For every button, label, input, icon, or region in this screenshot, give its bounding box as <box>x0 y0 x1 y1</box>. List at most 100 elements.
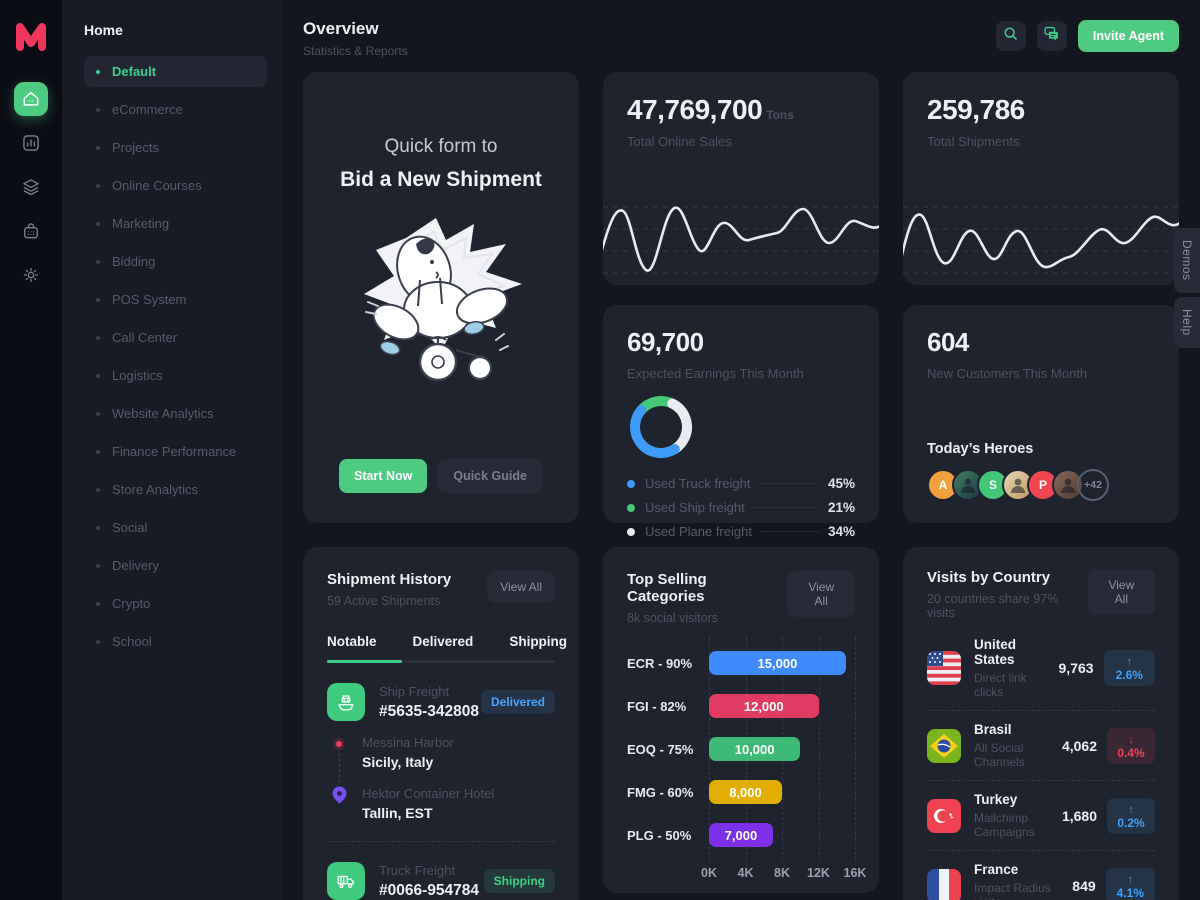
country-row[interactable]: France Impact Radius visits 849 ↑ 4.1% <box>927 850 1155 900</box>
bar[interactable]: 12,000 <box>709 694 819 718</box>
sidebar-item-store-analytics[interactable]: Store Analytics <box>84 474 267 505</box>
legend-dot-icon <box>627 503 635 512</box>
sidebar-item-logistics[interactable]: Logistics <box>84 360 267 391</box>
bullet-icon <box>96 639 100 644</box>
heroes-title: Today’s Heroes <box>927 441 1034 457</box>
history-subtitle: 59 Active Shipments <box>327 594 441 608</box>
bullet-icon <box>96 525 100 530</box>
tab-notable[interactable]: Notable <box>327 634 377 649</box>
top-categories-card: Top Selling Categories 8k social visitor… <box>603 547 879 893</box>
sidebar-item-default[interactable]: Default <box>84 56 267 87</box>
page-title: Overview <box>303 18 379 38</box>
history-view-all-button[interactable]: View All <box>487 571 555 603</box>
bullet-icon <box>96 487 100 492</box>
change-badge: ↑ 4.1% <box>1105 867 1155 900</box>
br-flag-icon <box>927 728 961 763</box>
bar[interactable]: 15,000 <box>709 651 846 675</box>
rail-shop-icon[interactable] <box>14 214 48 248</box>
bar-axis: 0K 4K 8K 12K 16K <box>701 866 866 882</box>
arrow-down-icon: ↓ <box>1128 733 1134 746</box>
change-badge: ↓ 0.4% <box>1107 727 1155 764</box>
bullet-icon <box>96 221 100 226</box>
active-tab-indicator <box>327 660 403 663</box>
sidebar-item-delivery[interactable]: Delivery <box>84 550 267 581</box>
sidebar-item-projects[interactable]: Projects <box>84 132 267 163</box>
rail-analytics-icon[interactable] <box>14 126 48 160</box>
bid-illustration <box>346 210 536 395</box>
shipments-label: Total Shipments <box>927 134 1020 149</box>
tab-delivered[interactable]: Delivered <box>412 634 474 649</box>
history-tabs: Notable Delivered Shipping <box>327 634 567 649</box>
categories-view-all-button[interactable]: View All <box>787 571 855 617</box>
invite-agent-button[interactable]: Invite Agent <box>1077 20 1179 52</box>
sidebar-item-crypto[interactable]: Crypto <box>84 588 267 619</box>
sidebar-item-finance-performance[interactable]: Finance Performance <box>84 436 267 467</box>
tr-flag-icon <box>927 798 961 833</box>
sidebar-item-ecommerce[interactable]: eCommerce <box>84 94 267 125</box>
demos-edge-tab[interactable]: Demos <box>1174 228 1200 293</box>
quick-guide-button[interactable]: Quick Guide <box>437 459 543 493</box>
sidebar-item-social[interactable]: Social <box>84 512 267 543</box>
shipments-sparkline <box>903 206 1179 274</box>
bar-row: FGI - 82% 12,000 <box>627 694 855 718</box>
sidebar-item-website-analytics[interactable]: Website Analytics <box>84 398 267 429</box>
categories-subtitle: 8k social visitors <box>627 611 718 625</box>
help-edge-tab[interactable]: Help <box>1174 297 1200 348</box>
history-title: Shipment History <box>327 571 452 588</box>
chat-button[interactable] <box>1036 21 1067 51</box>
country-row[interactable]: Brasil All Social Channels 4,062 ↓ 0.4% <box>927 710 1155 780</box>
country-row[interactable]: United States Direct link clicks 9,763 ↑… <box>927 626 1155 710</box>
page-subtitle: Statistics & Reports <box>303 43 408 58</box>
sidebar-item-bidding[interactable]: Bidding <box>84 246 267 277</box>
visits-view-all-button[interactable]: View All <box>1087 569 1155 615</box>
hero-avatar[interactable] <box>1052 469 1084 501</box>
bid-shipment-card: Quick form to Bid a New Shipment <box>303 72 579 523</box>
tab-track <box>327 660 555 663</box>
start-now-button[interactable]: Start Now <box>339 459 428 493</box>
fr-flag-icon <box>927 868 961 900</box>
bullet-icon <box>96 183 100 188</box>
bar-row: ECR - 90% 15,000 <box>627 651 855 675</box>
status-badge: Shipping <box>483 869 555 893</box>
shipment-entry[interactable]: Truck Freight #0066-954784 Shipping <box>327 862 555 900</box>
sidebar-item-call-center[interactable]: Call Center <box>84 322 267 353</box>
customers-value: 604 <box>927 327 969 357</box>
route-stop: Hektor Container Hotel Tallin, EST <box>332 786 555 837</box>
bullet-icon <box>96 297 100 302</box>
brand-logo-icon[interactable] <box>13 16 49 56</box>
categories-title: Top Selling Categories <box>627 571 707 605</box>
bullet-icon <box>96 411 100 416</box>
bar-row: PLG - 50% 7,000 <box>627 823 855 847</box>
axis-tick: 0K <box>701 866 717 880</box>
bullet-icon <box>96 335 100 340</box>
search-icon <box>1002 25 1019 47</box>
sidebar-item-school[interactable]: School <box>84 626 267 657</box>
axis-tick: 12K <box>807 866 830 880</box>
hero-avatar-more[interactable]: +42 <box>1077 469 1109 501</box>
bid-line2: Bid a New Shipment <box>340 168 542 191</box>
bar[interactable]: 7,000 <box>709 823 773 847</box>
sales-value: 47,769,700 <box>627 94 763 125</box>
sidebar-item-online-courses[interactable]: Online Courses <box>84 170 267 201</box>
rail-layers-icon[interactable] <box>14 170 48 204</box>
bullet-icon <box>96 373 100 378</box>
customers-label: New Customers This Month <box>927 366 1088 381</box>
tab-shipping[interactable]: Shipping <box>509 634 568 649</box>
axis-tick: 16K <box>843 866 867 880</box>
sidebar-item-marketing[interactable]: Marketing <box>84 208 267 239</box>
shipments-value: 259,786 <box>927 94 1025 125</box>
route-stop: Messina Harbor Sicily, Italy <box>332 735 555 786</box>
bar[interactable]: 8,000 <box>709 780 782 804</box>
rail-home-icon[interactable] <box>14 82 48 116</box>
country-row[interactable]: Turkey Mailchimp Campaigns 1,680 ↑ 0.2% <box>927 780 1155 850</box>
shipment-entry[interactable]: Ship Freight #5635-342808 Delivered <box>327 683 555 721</box>
search-button[interactable] <box>995 21 1026 51</box>
truck-icon <box>327 862 365 900</box>
earnings-legend: Used Truck freight 45% Used Ship freight… <box>627 476 855 539</box>
history-entries: Ship Freight #5635-342808 Delivered Mess… <box>327 683 555 900</box>
rail-settings-gear-icon[interactable] <box>14 258 48 292</box>
sidebar-item-pos-system[interactable]: POS System <box>84 284 267 315</box>
bar[interactable]: 10,000 <box>709 737 801 761</box>
change-badge: ↑ 2.6% <box>1103 650 1155 686</box>
